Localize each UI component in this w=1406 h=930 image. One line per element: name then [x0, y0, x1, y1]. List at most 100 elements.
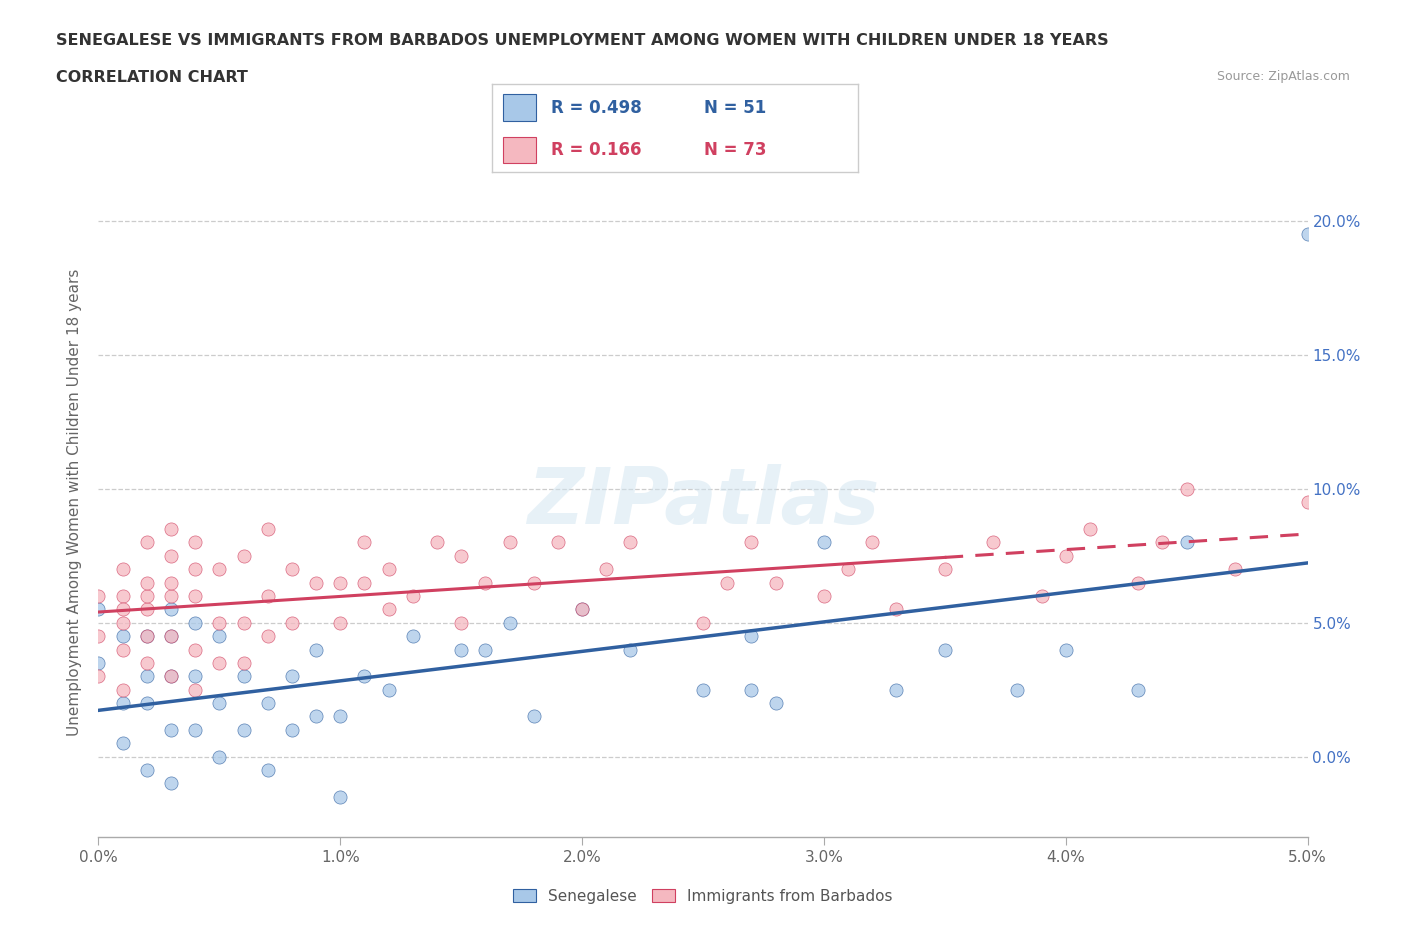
- Point: [160, 589, 183, 604]
- Point: [135, 535, 157, 550]
- Point: [1031, 589, 1053, 604]
- Text: Source: ZipAtlas.com: Source: ZipAtlas.com: [1216, 70, 1350, 83]
- Point: [765, 575, 787, 590]
- Point: [256, 696, 278, 711]
- Point: [1296, 227, 1319, 242]
- Point: [111, 736, 134, 751]
- Point: [111, 629, 134, 644]
- Point: [208, 562, 231, 577]
- Point: [135, 575, 157, 590]
- Point: [353, 535, 375, 550]
- Point: [160, 549, 183, 564]
- Point: [232, 669, 254, 684]
- Point: [765, 696, 787, 711]
- FancyBboxPatch shape: [503, 94, 536, 121]
- Point: [547, 535, 569, 550]
- Point: [353, 575, 375, 590]
- Text: R = 0.498: R = 0.498: [551, 99, 641, 116]
- Point: [135, 763, 157, 777]
- Point: [571, 602, 593, 617]
- Y-axis label: Unemployment Among Women with Children Under 18 years: Unemployment Among Women with Children U…: [67, 269, 83, 736]
- Point: [886, 602, 908, 617]
- Point: [184, 535, 207, 550]
- Point: [571, 602, 593, 617]
- Point: [281, 562, 304, 577]
- Point: [886, 683, 908, 698]
- Point: [111, 589, 134, 604]
- Point: [474, 575, 496, 590]
- Point: [813, 535, 835, 550]
- Point: [692, 616, 714, 631]
- Point: [305, 575, 328, 590]
- Point: [692, 683, 714, 698]
- FancyBboxPatch shape: [503, 137, 536, 164]
- Point: [111, 616, 134, 631]
- Point: [450, 616, 472, 631]
- Point: [184, 683, 207, 698]
- Point: [1152, 535, 1174, 550]
- Point: [837, 562, 859, 577]
- Point: [232, 723, 254, 737]
- Point: [450, 549, 472, 564]
- Point: [426, 535, 449, 550]
- Text: N = 51: N = 51: [704, 99, 766, 116]
- Point: [619, 642, 641, 657]
- Point: [523, 709, 546, 724]
- Point: [256, 522, 278, 537]
- Point: [87, 602, 110, 617]
- Point: [450, 642, 472, 657]
- Point: [135, 696, 157, 711]
- Text: SENEGALESE VS IMMIGRANTS FROM BARBADOS UNEMPLOYMENT AMONG WOMEN WITH CHILDREN UN: SENEGALESE VS IMMIGRANTS FROM BARBADOS U…: [56, 33, 1109, 47]
- Point: [87, 656, 110, 671]
- Point: [160, 629, 183, 644]
- Point: [160, 522, 183, 537]
- Point: [184, 642, 207, 657]
- Point: [184, 616, 207, 631]
- Point: [1054, 642, 1077, 657]
- Point: [1223, 562, 1246, 577]
- Point: [256, 589, 278, 604]
- Point: [87, 669, 110, 684]
- Point: [1128, 683, 1150, 698]
- Point: [87, 589, 110, 604]
- Point: [934, 642, 956, 657]
- Point: [1128, 575, 1150, 590]
- Point: [184, 669, 207, 684]
- Point: [208, 616, 231, 631]
- Point: [111, 562, 134, 577]
- Point: [160, 776, 183, 790]
- Point: [740, 535, 762, 550]
- Point: [740, 683, 762, 698]
- Point: [184, 589, 207, 604]
- Point: [256, 629, 278, 644]
- Point: [111, 683, 134, 698]
- Point: [1007, 683, 1029, 698]
- Point: [981, 535, 1004, 550]
- Point: [402, 629, 425, 644]
- Point: [160, 602, 183, 617]
- Point: [474, 642, 496, 657]
- Point: [160, 669, 183, 684]
- Point: [329, 616, 352, 631]
- Point: [281, 723, 304, 737]
- Point: [135, 589, 157, 604]
- Point: [208, 656, 231, 671]
- Point: [160, 629, 183, 644]
- Point: [232, 549, 254, 564]
- Point: [860, 535, 883, 550]
- Point: [377, 602, 399, 617]
- Point: [402, 589, 425, 604]
- Point: [305, 709, 328, 724]
- Point: [377, 562, 399, 577]
- Point: [377, 683, 399, 698]
- Point: [523, 575, 546, 590]
- Point: [184, 723, 207, 737]
- Point: [353, 669, 375, 684]
- Point: [1175, 482, 1198, 497]
- Point: [208, 750, 231, 764]
- Point: [281, 616, 304, 631]
- Point: [934, 562, 956, 577]
- Text: N = 73: N = 73: [704, 141, 766, 159]
- Point: [1054, 549, 1077, 564]
- Point: [232, 656, 254, 671]
